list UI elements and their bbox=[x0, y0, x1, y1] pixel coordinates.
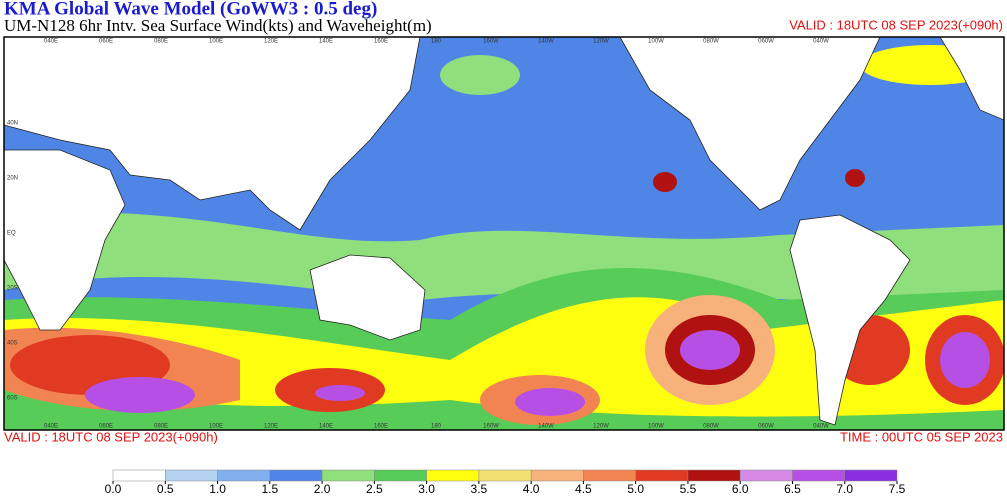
colorbar-label: 7.0 bbox=[836, 482, 853, 496]
graticule-labels: 040E 040E 060E 060E 080E 080E 100E 100E 120E 120E… bbox=[7, 39, 829, 430]
lon-label: 140W bbox=[538, 39, 554, 45]
colorbar-label: 0.5 bbox=[157, 482, 174, 496]
lat-label: 40N bbox=[7, 121, 18, 127]
eurasia bbox=[4, 37, 421, 231]
wave-band bbox=[440, 55, 520, 95]
colorbar-label: 1.5 bbox=[261, 482, 278, 496]
lat-label: 20S bbox=[7, 286, 18, 292]
colorbar-swatch bbox=[739, 469, 793, 482]
australia bbox=[309, 254, 426, 341]
lon-label: 040E bbox=[44, 39, 58, 45]
wave-core bbox=[515, 388, 585, 416]
colorbar-swatch bbox=[165, 469, 218, 482]
issue-time: TIME : 00UTC 05 SEP 2023 bbox=[840, 429, 1003, 444]
colorbar-label: 3.5 bbox=[471, 482, 488, 496]
colorbar-swatch bbox=[426, 469, 480, 482]
lon-label: 100E bbox=[209, 39, 223, 45]
lat-label: EQ bbox=[7, 231, 16, 237]
lon-label: 140W bbox=[538, 424, 554, 430]
colorbar-swatch bbox=[635, 469, 689, 482]
map-frame bbox=[3, 36, 1005, 431]
colorbar-label: 1.0 bbox=[209, 482, 226, 496]
lon-label: 100E bbox=[209, 424, 223, 430]
lon-label: 060W bbox=[758, 39, 774, 45]
lon-label: 160E bbox=[374, 424, 388, 430]
colorbar-label: 5.5 bbox=[680, 482, 697, 496]
lon-label: 160E bbox=[374, 39, 388, 45]
colorbar-label: 5.0 bbox=[627, 482, 644, 496]
lon-label: 040W bbox=[813, 424, 829, 430]
map bbox=[4, 37, 1004, 430]
colorbar-swatch bbox=[217, 469, 271, 482]
colorbar-label: 4.5 bbox=[575, 482, 592, 496]
colorbar-label: 0.0 bbox=[105, 482, 122, 496]
lon-label: 080W bbox=[703, 39, 719, 45]
colorbar-label: 2.0 bbox=[314, 482, 331, 496]
south-america bbox=[789, 214, 911, 426]
lon-label: 120W bbox=[593, 424, 609, 430]
colorbar-swatch bbox=[792, 469, 845, 482]
valid-top: VALID : 18UTC 08 SEP 2023(+090h) bbox=[789, 17, 1003, 32]
valid-bottom: VALID : 18UTC 08 SEP 2023(+090h) bbox=[4, 429, 218, 444]
colorbar-swatch bbox=[478, 469, 532, 482]
colorbar-swatch bbox=[269, 469, 323, 482]
africa bbox=[4, 149, 126, 331]
colorbar-label: 3.0 bbox=[418, 482, 435, 496]
colorbar-label: 6.5 bbox=[784, 482, 801, 496]
lon-label: 140E bbox=[319, 39, 333, 45]
wave-core bbox=[85, 377, 195, 413]
lon-label: 080W bbox=[703, 424, 719, 430]
lon-label: 060E bbox=[99, 424, 113, 430]
typhoon bbox=[845, 169, 865, 187]
colorbar-label: 7.5 bbox=[889, 482, 906, 496]
lon-label: 080E bbox=[154, 39, 168, 45]
lat-label: 40S bbox=[7, 341, 18, 347]
colorbar-swatch bbox=[321, 469, 375, 482]
colorbar: 0.0 0.5 1.0 1.5 2.0 2.5 3.0 3.5 4.0 4.5 5.0 5.5 6.0 6… bbox=[105, 469, 906, 496]
lon-label: 080E bbox=[154, 424, 168, 430]
lon-label: 120W bbox=[593, 39, 609, 45]
colorbar-swatch bbox=[583, 469, 636, 482]
colorbar-swatch bbox=[112, 469, 166, 482]
colorbar-swatch bbox=[374, 469, 427, 482]
wave-core bbox=[680, 330, 740, 370]
lon-label: 060E bbox=[99, 39, 113, 45]
lon-label: 160W bbox=[483, 424, 499, 430]
title: KMA Global Wave Model (GoWW3 : 0.5 deg) bbox=[4, 0, 377, 19]
colorbar-swatch bbox=[530, 469, 584, 482]
lon-label: 060W bbox=[758, 424, 774, 430]
lon-label: 040W bbox=[813, 39, 829, 45]
lat-label: 60S bbox=[7, 396, 18, 402]
wave-core bbox=[940, 332, 990, 388]
colorbar-swatch bbox=[687, 469, 741, 482]
lon-label: 180 bbox=[431, 424, 442, 430]
lon-label: 160W bbox=[483, 39, 499, 45]
colorbar-label: 6.0 bbox=[732, 482, 749, 496]
wave-core bbox=[315, 385, 365, 401]
lon-label: 040E bbox=[44, 424, 58, 430]
lon-label: 140E bbox=[319, 424, 333, 430]
lon-label: 100W bbox=[648, 424, 664, 430]
lon-label: 180 bbox=[431, 39, 442, 45]
subtitle: UM-N128 6hr Intv. Sea Surface Wind(kts) … bbox=[4, 16, 432, 35]
lat-label: 20N bbox=[7, 176, 18, 182]
typhoon bbox=[653, 172, 677, 192]
wave-band bbox=[4, 212, 1004, 303]
lon-label: 100W bbox=[648, 39, 664, 45]
north-america bbox=[619, 37, 881, 211]
colorbar-label: 4.0 bbox=[523, 482, 540, 496]
colorbar-swatch bbox=[844, 469, 898, 482]
colorbar-label: 2.5 bbox=[366, 482, 383, 496]
lon-label: 120E bbox=[264, 424, 278, 430]
greenland bbox=[939, 37, 1004, 121]
lon-label: 120E bbox=[264, 39, 278, 45]
